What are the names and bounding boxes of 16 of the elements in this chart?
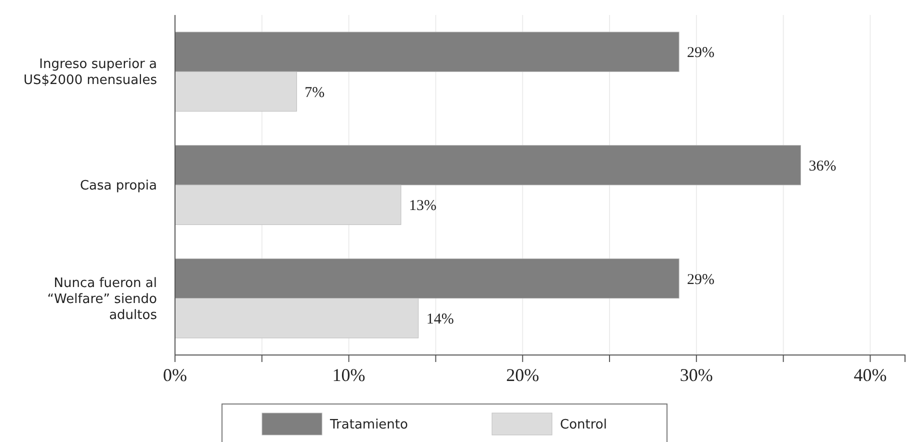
y-tick-label: Ingreso superior a US$2000 mensuales <box>23 57 158 88</box>
y-tick-label: Nunca fueron al “Welfare” siendo adultos <box>47 276 158 323</box>
x-tick-label: 30% <box>680 365 713 386</box>
text: 7% <box>304 84 325 101</box>
x-tick-label: 0% <box>163 365 187 386</box>
x-tick-label: 20% <box>506 365 540 386</box>
legend-label: Tratamiento <box>329 418 408 433</box>
text: 13% <box>408 198 436 214</box>
text: 36% <box>808 158 836 174</box>
y-tick-label: Casa propia <box>80 178 157 194</box>
text: 29% <box>687 272 715 288</box>
legend-label: Control <box>560 418 607 433</box>
text: 29% <box>687 45 715 62</box>
x-tick-label: 10% <box>332 365 366 386</box>
text: 14% <box>426 311 454 328</box>
x-tick-label: 40% <box>854 365 887 386</box>
